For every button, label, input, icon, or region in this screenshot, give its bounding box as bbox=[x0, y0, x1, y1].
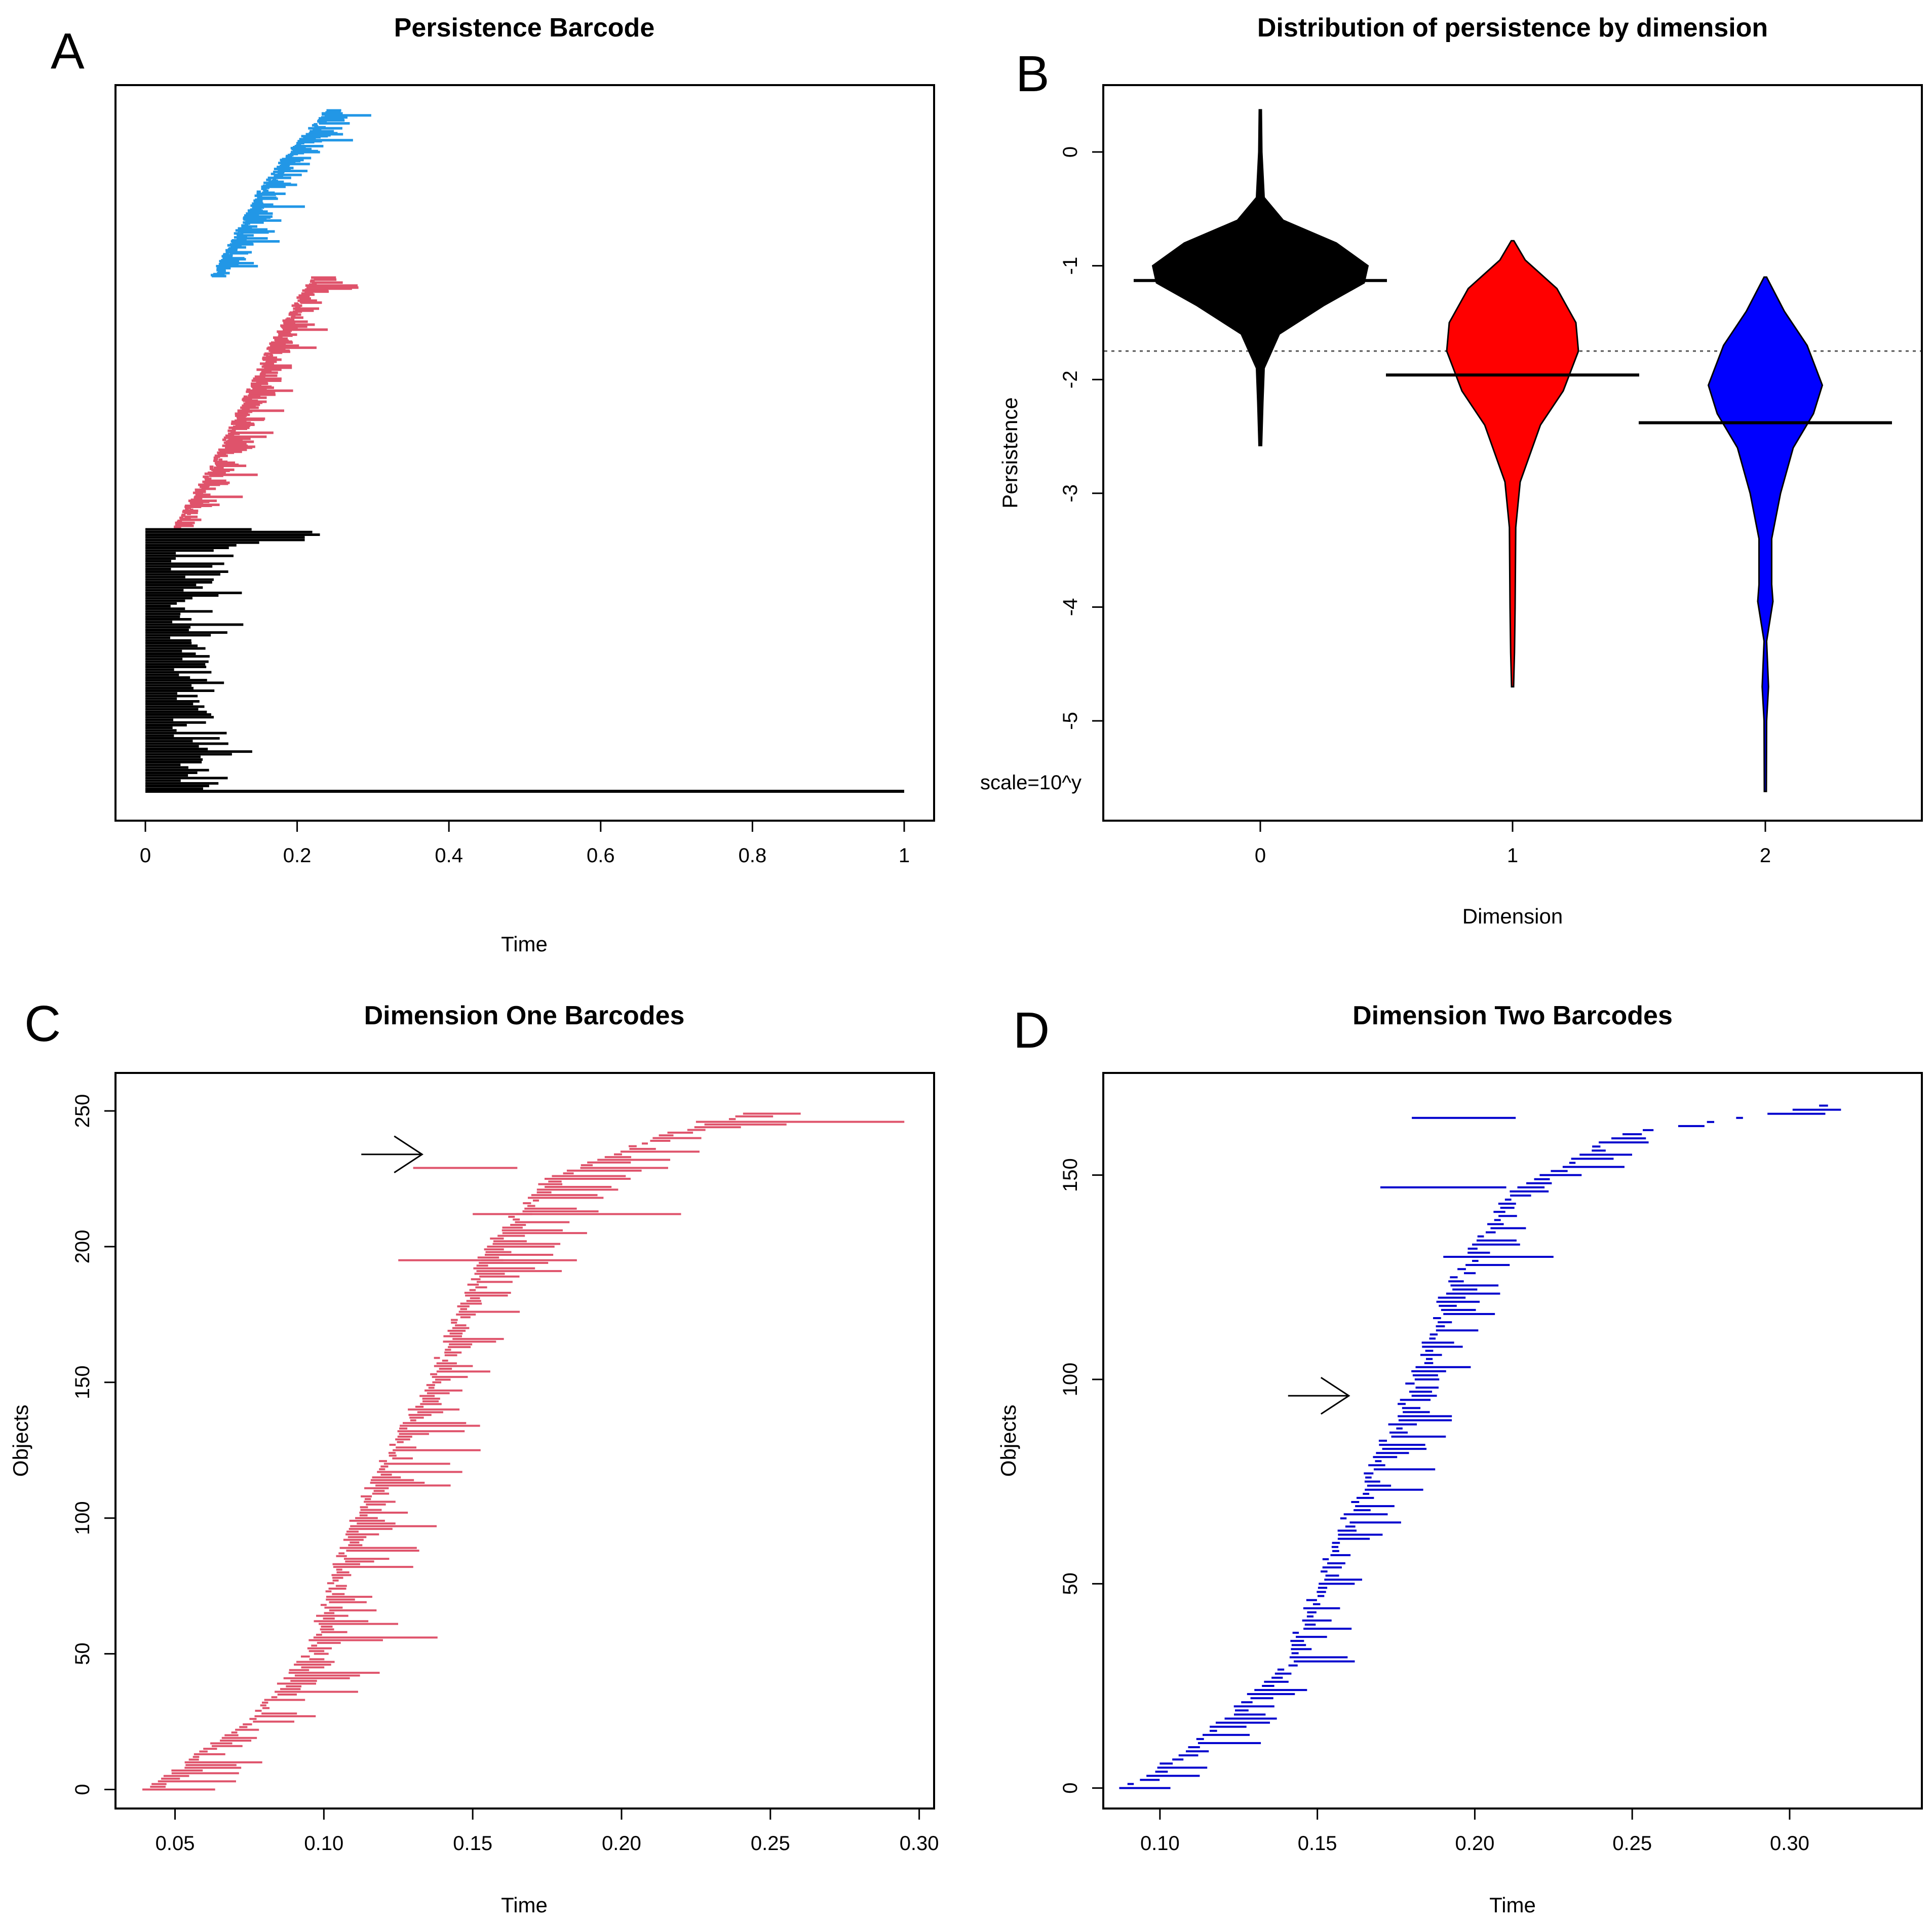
dimension-2-bars bbox=[210, 109, 371, 278]
panel-b-x-axis: 0 1 2 bbox=[1255, 820, 1771, 867]
dimension-two-bars bbox=[1119, 1104, 1841, 1789]
violin-dim-0 bbox=[1151, 109, 1369, 446]
panel-c-x-tick-label: 0.30 bbox=[900, 1832, 939, 1855]
panel-b-y-tick-label: -2 bbox=[1059, 370, 1081, 389]
panel-c-x-axis: 0.05 0.10 0.15 0.20 0.25 0.30 bbox=[156, 1807, 939, 1855]
panel-b-y-tick-label: -5 bbox=[1059, 712, 1081, 730]
arrow-icon bbox=[361, 1135, 424, 1173]
panel-a-x-tick-label: 0 bbox=[140, 844, 151, 867]
panel-d-x-tick-label: 0.10 bbox=[1140, 1832, 1180, 1855]
panel-c-y-tick-label: 0 bbox=[71, 1784, 94, 1795]
panel-c-title: Dimension One Barcodes bbox=[364, 1001, 685, 1030]
panel-a-x-tick-label: 0.4 bbox=[435, 844, 463, 867]
panel-a: A Persistence Barcode 0 0.2 0.4 0.6 0.8 1 Tim… bbox=[51, 13, 935, 956]
panel-label-a: A bbox=[51, 23, 85, 80]
panel-d-y-tick-label: 150 bbox=[1059, 1158, 1081, 1192]
panel-a-x-tick-label: 1 bbox=[899, 844, 910, 867]
panel-d-y-label: Objects bbox=[996, 1405, 1020, 1477]
panel-c-x-tick-label: 0.10 bbox=[304, 1832, 343, 1855]
panel-b-x-tick-label: 2 bbox=[1760, 844, 1771, 867]
arrow-marker bbox=[361, 1135, 424, 1173]
panel-a-x-label: Time bbox=[501, 932, 548, 956]
violin-dim-2 bbox=[1707, 276, 1824, 792]
panel-b-y-tick-label: 0 bbox=[1059, 146, 1081, 158]
panel-b-y-label: Persistence bbox=[998, 397, 1022, 508]
panel-c-y-label: Objects bbox=[9, 1405, 32, 1477]
panel-b-y-tick-label: -1 bbox=[1059, 257, 1081, 275]
panel-d-x-tick-label: 0.25 bbox=[1612, 1832, 1652, 1855]
panel-a-title: Persistence Barcode bbox=[394, 13, 655, 43]
panel-b-y-axis: 0 -1 -2 -3 -4 -5 bbox=[1059, 146, 1104, 730]
panel-a-x-tick-label: 0.6 bbox=[587, 844, 615, 867]
panel-c-y-tick-label: 100 bbox=[71, 1501, 94, 1535]
panel-d-y-tick-label: 50 bbox=[1059, 1572, 1081, 1595]
panel-c-x-tick-label: 0.15 bbox=[453, 1832, 492, 1855]
panel-d-y-tick-label: 0 bbox=[1059, 1783, 1081, 1794]
panel-b-y-tick-label: -4 bbox=[1059, 598, 1081, 617]
panel-b-x-label: Dimension bbox=[1462, 904, 1563, 928]
dimension-0-bars bbox=[145, 528, 904, 793]
panel-d-x-tick-label: 0.30 bbox=[1770, 1832, 1809, 1855]
panel-b-x-tick-label: 1 bbox=[1507, 844, 1518, 867]
panel-d-y-axis: 0 50 100 150 bbox=[1059, 1158, 1104, 1794]
panel-c-y-axis: 0 50 100 150 200 250 bbox=[71, 1094, 117, 1795]
panel-b-title: Distribution of persistence by dimension bbox=[1257, 13, 1768, 43]
panel-c-x-tick-label: 0.05 bbox=[156, 1832, 195, 1855]
panel-d-x-tick-label: 0.20 bbox=[1455, 1832, 1494, 1855]
arrow-icon bbox=[1288, 1377, 1350, 1415]
panel-label-d: D bbox=[1013, 1002, 1050, 1059]
panel-c-x-tick-label: 0.20 bbox=[602, 1832, 641, 1855]
panel-label-b: B bbox=[1016, 46, 1050, 102]
panel-d-x-tick-label: 0.15 bbox=[1298, 1832, 1337, 1855]
panel-b-x-tick-label: 0 bbox=[1255, 844, 1266, 867]
dimension-one-bars bbox=[142, 1112, 905, 1791]
panel-c-y-tick-label: 200 bbox=[71, 1230, 94, 1264]
panel-b-y-tick-label: -3 bbox=[1059, 484, 1081, 503]
panel-d-title: Dimension Two Barcodes bbox=[1353, 1001, 1673, 1030]
panel-d-x-axis: 0.10 0.15 0.20 0.25 0.30 bbox=[1140, 1807, 1809, 1855]
panel-c-x-tick-label: 0.25 bbox=[751, 1832, 790, 1855]
panel-d: D Dimension Two Barcodes 0.10 0.15 0.20 0.2… bbox=[996, 1001, 1923, 1917]
panel-d-y-tick-label: 100 bbox=[1059, 1363, 1081, 1397]
panel-c-y-tick-label: 150 bbox=[71, 1365, 94, 1399]
panel-b: B Distribution of persistence by dimensi… bbox=[980, 13, 1923, 928]
panel-c-x-label: Time bbox=[501, 1893, 548, 1917]
panel-a-x-tick-label: 0.2 bbox=[283, 844, 312, 867]
panel-c-y-tick-label: 50 bbox=[71, 1642, 94, 1665]
panel-label-c: C bbox=[24, 995, 61, 1052]
panel-d-plot-frame bbox=[1102, 1072, 1923, 1810]
panel-c-plot-frame bbox=[114, 1072, 935, 1810]
arrow-marker bbox=[1288, 1377, 1350, 1415]
scale-annotation: scale=10^y bbox=[980, 772, 1081, 794]
panel-c: C Dimension One Barcodes 0.05 0.10 0.15 0.2… bbox=[9, 995, 939, 1917]
panel-a-x-tick-label: 0.8 bbox=[739, 844, 767, 867]
panel-c-y-tick-label: 250 bbox=[71, 1094, 94, 1128]
panel-d-x-label: Time bbox=[1489, 1893, 1536, 1917]
violins bbox=[1134, 109, 1892, 792]
dimension-1-bars bbox=[174, 276, 359, 528]
panel-a-x-axis: 0 0.2 0.4 0.6 0.8 1 bbox=[140, 820, 910, 867]
violin-dim-1 bbox=[1446, 240, 1579, 688]
